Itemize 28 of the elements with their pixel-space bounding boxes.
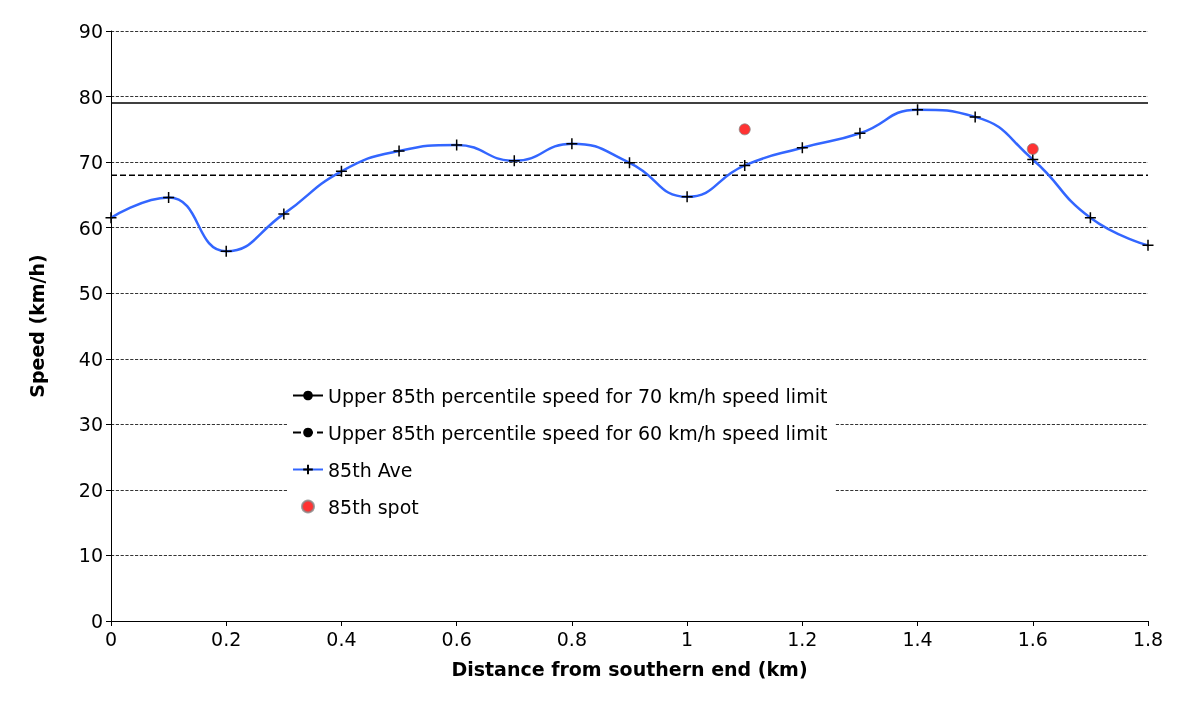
x-tick-label: 0 [104, 627, 118, 650]
y-tick-label: 80 [78, 85, 103, 108]
y-tick-label: 70 [78, 151, 103, 174]
x-tick-label: 0.8 [556, 627, 587, 650]
legend-label: Upper 85th percentile speed for 70 km/h speed limit [328, 384, 828, 407]
legend-label: 85th spot [328, 495, 419, 518]
y-tick-label: 30 [78, 413, 103, 436]
x-axis-title: Distance from southern end (km) [451, 657, 808, 680]
y-tick-label: 0 [90, 610, 103, 632]
x-tick-label: 1.8 [1132, 627, 1164, 650]
y-tick-label: 20 [78, 478, 103, 501]
x-tick-label: 0.4 [326, 627, 357, 650]
y-tick-label: 90 [78, 20, 103, 42]
legend-label: Upper 85th percentile speed for 60 km/h speed limit [328, 421, 828, 444]
point [1026, 143, 1039, 155]
x-tick-label: 1.2 [787, 627, 818, 650]
legend-label: 85th Ave [328, 458, 413, 481]
y-tick-label: 60 [78, 216, 103, 239]
y-tick-label: 40 [78, 347, 103, 370]
x-tick-label: 0.2 [211, 627, 242, 650]
y-axis-title: Speed (km/h) [25, 254, 48, 398]
x-tick-label: 1.6 [1017, 627, 1048, 650]
x-tick-label: 1.4 [902, 627, 933, 650]
x-tick-label: 0.6 [441, 627, 472, 650]
y-tick-label: 10 [78, 544, 103, 567]
point [738, 123, 751, 136]
y-tick-label: 50 [78, 282, 103, 305]
x-tick-label: 1 [681, 627, 694, 650]
